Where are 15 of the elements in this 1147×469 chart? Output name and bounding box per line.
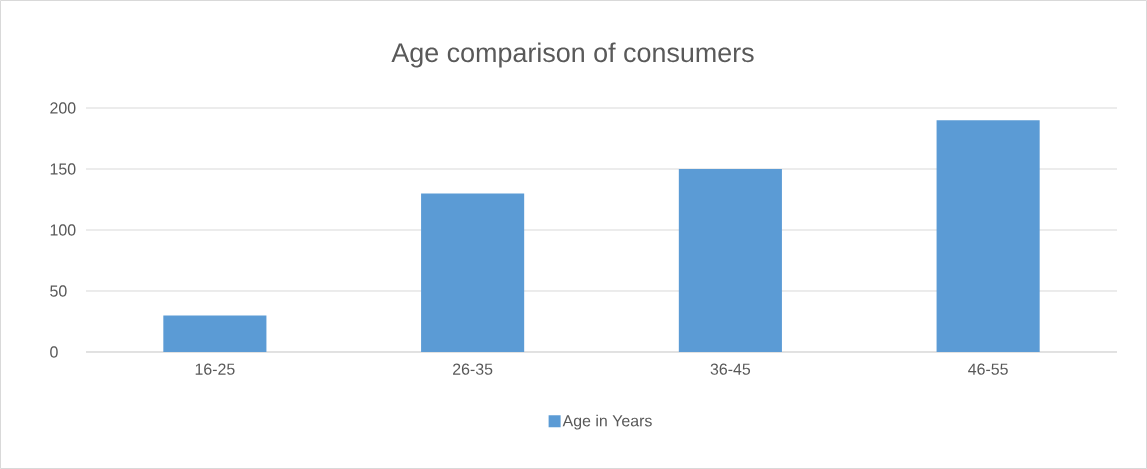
x-tick-label: 36-45 [710, 363, 751, 375]
bar [936, 120, 1040, 352]
y-tick-label: 150 [50, 163, 76, 175]
x-tick-label: 26-35 [453, 363, 493, 375]
y-tick-label: 200 [50, 102, 76, 114]
y-tick-label: 50 [50, 285, 67, 297]
y-tick-label: 100 [50, 224, 76, 236]
bar [678, 169, 782, 352]
legend-label: Age in Years [562, 414, 652, 430]
chart-title: Age comparison of consumers [391, 42, 754, 68]
x-tick-label: 46-55 [968, 363, 1008, 375]
y-tick-label: 0 [50, 346, 58, 358]
bar [163, 315, 267, 352]
x-tick-label: 16-25 [195, 363, 235, 375]
bar [421, 193, 525, 352]
